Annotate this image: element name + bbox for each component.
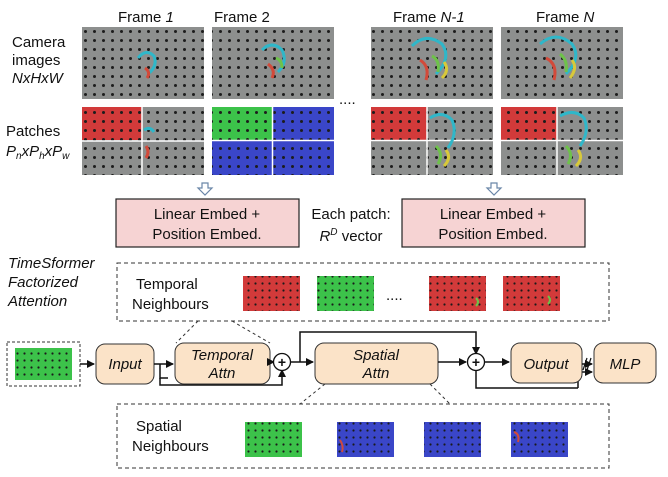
patches-label: Patches [6,123,60,140]
patches-dims-label: PnxPhxPw [6,143,70,162]
temporal-patch-3 [429,276,486,311]
add-node-2: + [466,352,486,372]
svg-text:Output: Output [523,356,569,373]
svg-text:Position Embed.: Position Embed. [152,226,261,243]
svg-text:+: + [472,354,480,370]
spatial-patch-4 [511,422,568,457]
add-node-1: + [272,352,292,372]
factorized-label: Factorized [8,274,79,291]
spatial-attn-node: Spatial Attn [314,342,439,385]
input-patch-thumbnail [6,341,81,387]
spatial-patch-3 [424,422,481,457]
embed-box-right: Linear Embed + Position Embed. [401,198,586,248]
residual-arrow [299,331,480,362]
frame-n-1-label: Frame N-1 [393,9,465,26]
frame-1-label: Frame 1 [118,9,174,26]
camera-label: Camera [12,34,66,51]
svg-text:MLP: MLP [610,356,641,373]
svg-text:Linear Embed +: Linear Embed + [440,206,547,223]
temporal-connector [231,320,271,344]
temporal-neighbours-label: Neighbours [132,296,209,313]
down-arrow-icon [485,182,503,196]
frames-ellipsis: .... [339,91,356,108]
spatial-neighbours-label: Neighbours [132,438,209,455]
svg-text:Spatial: Spatial [353,347,400,364]
each-patch-label: Each patch: [311,206,390,223]
down-arrow-icon [196,182,214,196]
temporal-attn-node: Temporal Attn [174,342,271,385]
patches-frame-2 [212,107,334,175]
patches-frame-n [501,107,623,175]
frame-n-label: Frame N [536,9,595,26]
svg-text:Temporal: Temporal [191,347,254,364]
frame-2-label: Frame 2 [214,9,270,26]
timesformer-label: TimeSformer [8,255,96,272]
break-mark [586,357,592,371]
camera-image-frame-n [501,27,623,99]
spatial-label: Spatial [136,418,182,435]
svg-text:+: + [278,354,286,370]
spatial-patch-2 [337,422,394,457]
spatial-patch-1 [245,422,302,457]
rd-vector-label: RD vector [319,227,382,245]
temporal-patch-4 [503,276,560,311]
temporal-patch-2 [317,276,374,311]
spatial-connector [299,383,326,405]
attention-label: Attention [7,293,67,310]
camera-image-frame-1 [82,27,204,99]
svg-text:Attn: Attn [362,365,390,382]
spatial-neighbours-box [116,403,610,469]
svg-text:Linear Embed +: Linear Embed + [154,206,261,223]
temporal-label: Temporal [136,276,198,293]
camera-dims-label: NxHxW [12,70,65,87]
svg-text:Input: Input [108,356,142,373]
mlp-node: MLP [593,342,657,384]
input-node: Input [95,343,155,385]
temporal-connector [175,320,199,344]
patches-frame-1 [82,107,204,175]
patches-frame-n-1 [371,107,493,175]
svg-text:Attn: Attn [208,365,236,382]
output-node: Output [510,342,583,384]
images-label: images [12,52,60,69]
svg-text:Position Embed.: Position Embed. [438,226,547,243]
residual-arrow [159,369,286,386]
embed-box-left: Linear Embed + Position Embed. [115,198,300,248]
temporal-patch-1 [243,276,300,311]
spatial-connector [429,383,451,405]
camera-image-frame-n-1 [371,27,493,99]
temporal-neighbours-box [116,262,610,322]
camera-image-frame-2 [212,27,334,99]
temporal-ellipsis: .... [386,287,403,304]
break-mark [582,357,588,371]
